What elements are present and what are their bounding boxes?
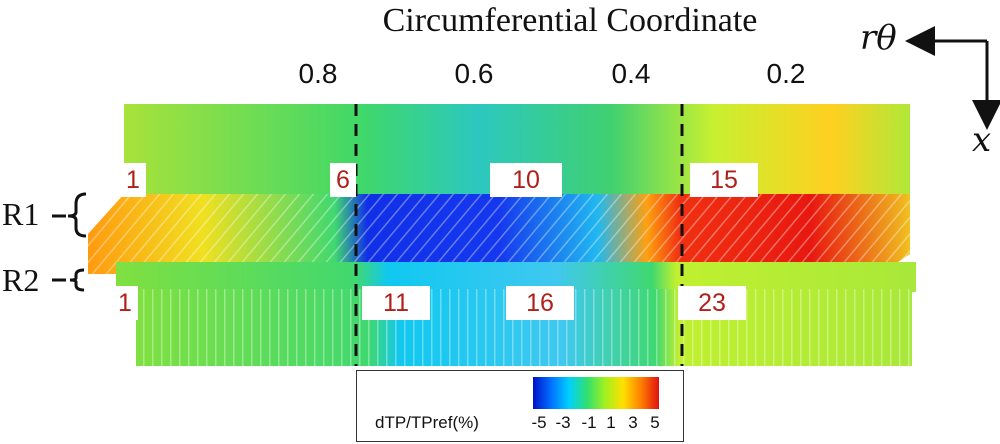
r2-passage-16: 16 <box>506 286 574 320</box>
legend-tick-neg1: -1 <box>581 413 597 432</box>
tick-label-0.2: 0.2 <box>766 58 806 89</box>
legend-colorbar <box>533 377 659 409</box>
row-label-r1: R1 <box>2 196 40 232</box>
r1-passage-15: 15 <box>690 163 758 197</box>
row-brackets-icon <box>52 192 87 292</box>
r1-passage-1: 1 <box>120 163 146 197</box>
legend-label: dTP/TPref(%) <box>375 413 479 432</box>
contour-field <box>88 104 916 366</box>
x-symbol: x <box>972 120 992 160</box>
r2-passage-23: 23 <box>678 286 746 320</box>
r2-passage-11: 11 <box>362 286 430 320</box>
legend-tick-neg3: -3 <box>555 413 571 432</box>
r-theta-symbol: rθ <box>860 18 897 58</box>
legend-tick-3: 3 <box>628 413 638 432</box>
legend-tick-neg5: -5 <box>531 413 547 432</box>
r2-passage-1: 1 <box>112 286 138 320</box>
legend-tick-5: 5 <box>650 413 660 432</box>
tick-label-0.6: 0.6 <box>454 58 494 89</box>
legend-tick-1: 1 <box>606 413 616 432</box>
row-label-r2: R2 <box>2 262 40 298</box>
r1-passage-6: 6 <box>330 163 356 197</box>
chart-title: Circumferential Coordinate <box>382 2 758 39</box>
direction-arrows-icon <box>905 26 1000 130</box>
tick-label-0.4: 0.4 <box>611 58 651 89</box>
tick-label-0.8: 0.8 <box>298 58 338 89</box>
r1-passage-10: 10 <box>490 163 562 197</box>
color-legend: dTP/TPref(%) -5 -3 -1 1 3 5 <box>356 370 684 442</box>
